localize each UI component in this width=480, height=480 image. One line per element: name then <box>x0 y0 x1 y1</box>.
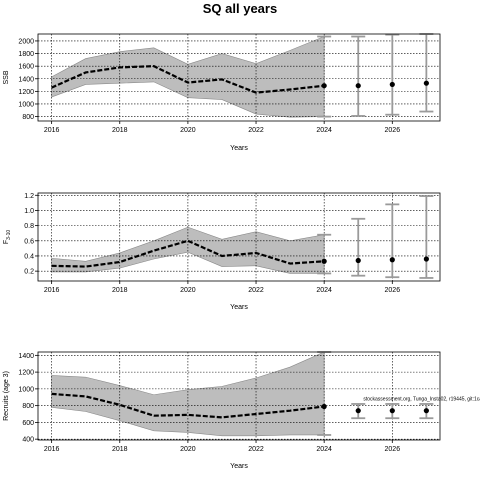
y-tick-label: 1600 <box>18 64 34 71</box>
estimate-line <box>51 392 325 419</box>
x-tick-label: 2020 <box>180 287 196 294</box>
y-axis-label-subscript: 3-10 <box>6 230 12 240</box>
plot-frame <box>37 192 441 282</box>
plot-frame <box>37 33 441 122</box>
x-axis-label: Years <box>230 304 248 311</box>
estimate-line <box>51 239 325 268</box>
x-tick-label: 2022 <box>248 446 264 453</box>
forecast-point <box>389 81 395 88</box>
y-tick-label: 0.6 <box>24 238 34 245</box>
source-note: stockassessment.org, Tunga_Insta02, r194… <box>363 397 480 403</box>
x-tick-label: 2020 <box>180 127 196 134</box>
forecast-point <box>423 80 429 86</box>
y-tick-label: 1400 <box>18 353 34 360</box>
y-tick-label: 0.8 <box>24 223 34 230</box>
forecast-point <box>355 83 361 89</box>
panel-1: 800 1000 1200 1400 1600 1800 2000 2016 2018 2020 2… <box>3 33 441 152</box>
panel-2: 0.2 0.4 0.6 0.8 1.0 1.2 2016 2018 2020 2022 2024 20… <box>3 192 441 311</box>
forecast-point <box>423 408 429 414</box>
estimate-point <box>321 258 327 264</box>
forecast-point <box>355 257 361 264</box>
x-tick-label: 2016 <box>44 127 60 134</box>
x-tick-label: 2022 <box>248 287 264 294</box>
y-tick-label: 1400 <box>18 76 34 83</box>
estimate-point <box>321 403 327 410</box>
x-tick-label: 2018 <box>112 446 128 453</box>
x-tick-label: 2022 <box>248 127 264 134</box>
chart-title: SQ all years <box>203 1 277 16</box>
forecast-point <box>389 257 395 263</box>
x-tick-label: 2024 <box>316 127 332 134</box>
x-tick-label: 2020 <box>180 446 196 453</box>
panel-3: 400 600 800 1000 1200 1400 2016 2018 2020 2022 202… <box>3 351 441 470</box>
y-tick-label: 1.2 <box>24 193 34 200</box>
x-tick-label: 2016 <box>44 287 60 294</box>
x-tick-label: 2026 <box>385 287 401 294</box>
estimate-point <box>321 83 327 89</box>
estimate-line <box>51 65 325 94</box>
y-tick-label: 1.0 <box>24 208 34 215</box>
x-tick-label: 2018 <box>112 287 128 294</box>
forecast-point <box>355 408 361 414</box>
forecast-point <box>389 408 395 414</box>
x-tick-label: 2026 <box>385 127 401 134</box>
y-tick-label: 1200 <box>18 370 34 377</box>
x-axis-label: Years <box>230 145 248 152</box>
x-axis-label: Years <box>230 463 248 470</box>
y-tick-label: 1800 <box>18 51 34 58</box>
y-tick-label: 1000 <box>18 101 34 108</box>
forecast-point <box>423 256 429 262</box>
y-tick-label: 600 <box>22 420 34 427</box>
y-tick-label: 1000 <box>18 386 34 393</box>
y-tick-label: 800 <box>22 403 34 410</box>
x-tick-label: 2026 <box>385 446 401 453</box>
y-tick-label: 400 <box>22 437 34 444</box>
y-tick-label: 800 <box>22 114 34 121</box>
y-axis-label: Recruits (age 3) <box>3 371 10 421</box>
y-axis-label: SSB <box>3 70 10 84</box>
x-tick-label: 2024 <box>316 446 332 453</box>
y-tick-label: 0.2 <box>24 269 34 276</box>
x-tick-label: 2024 <box>316 287 332 294</box>
y-axis-label: F3-10 <box>3 230 12 245</box>
x-tick-label: 2018 <box>112 127 128 134</box>
x-tick-label: 2016 <box>44 446 60 453</box>
plot-frame <box>37 351 441 441</box>
y-tick-label: 1200 <box>18 89 34 96</box>
y-tick-label: 2000 <box>18 38 34 45</box>
y-tick-label: 0.4 <box>24 253 34 260</box>
